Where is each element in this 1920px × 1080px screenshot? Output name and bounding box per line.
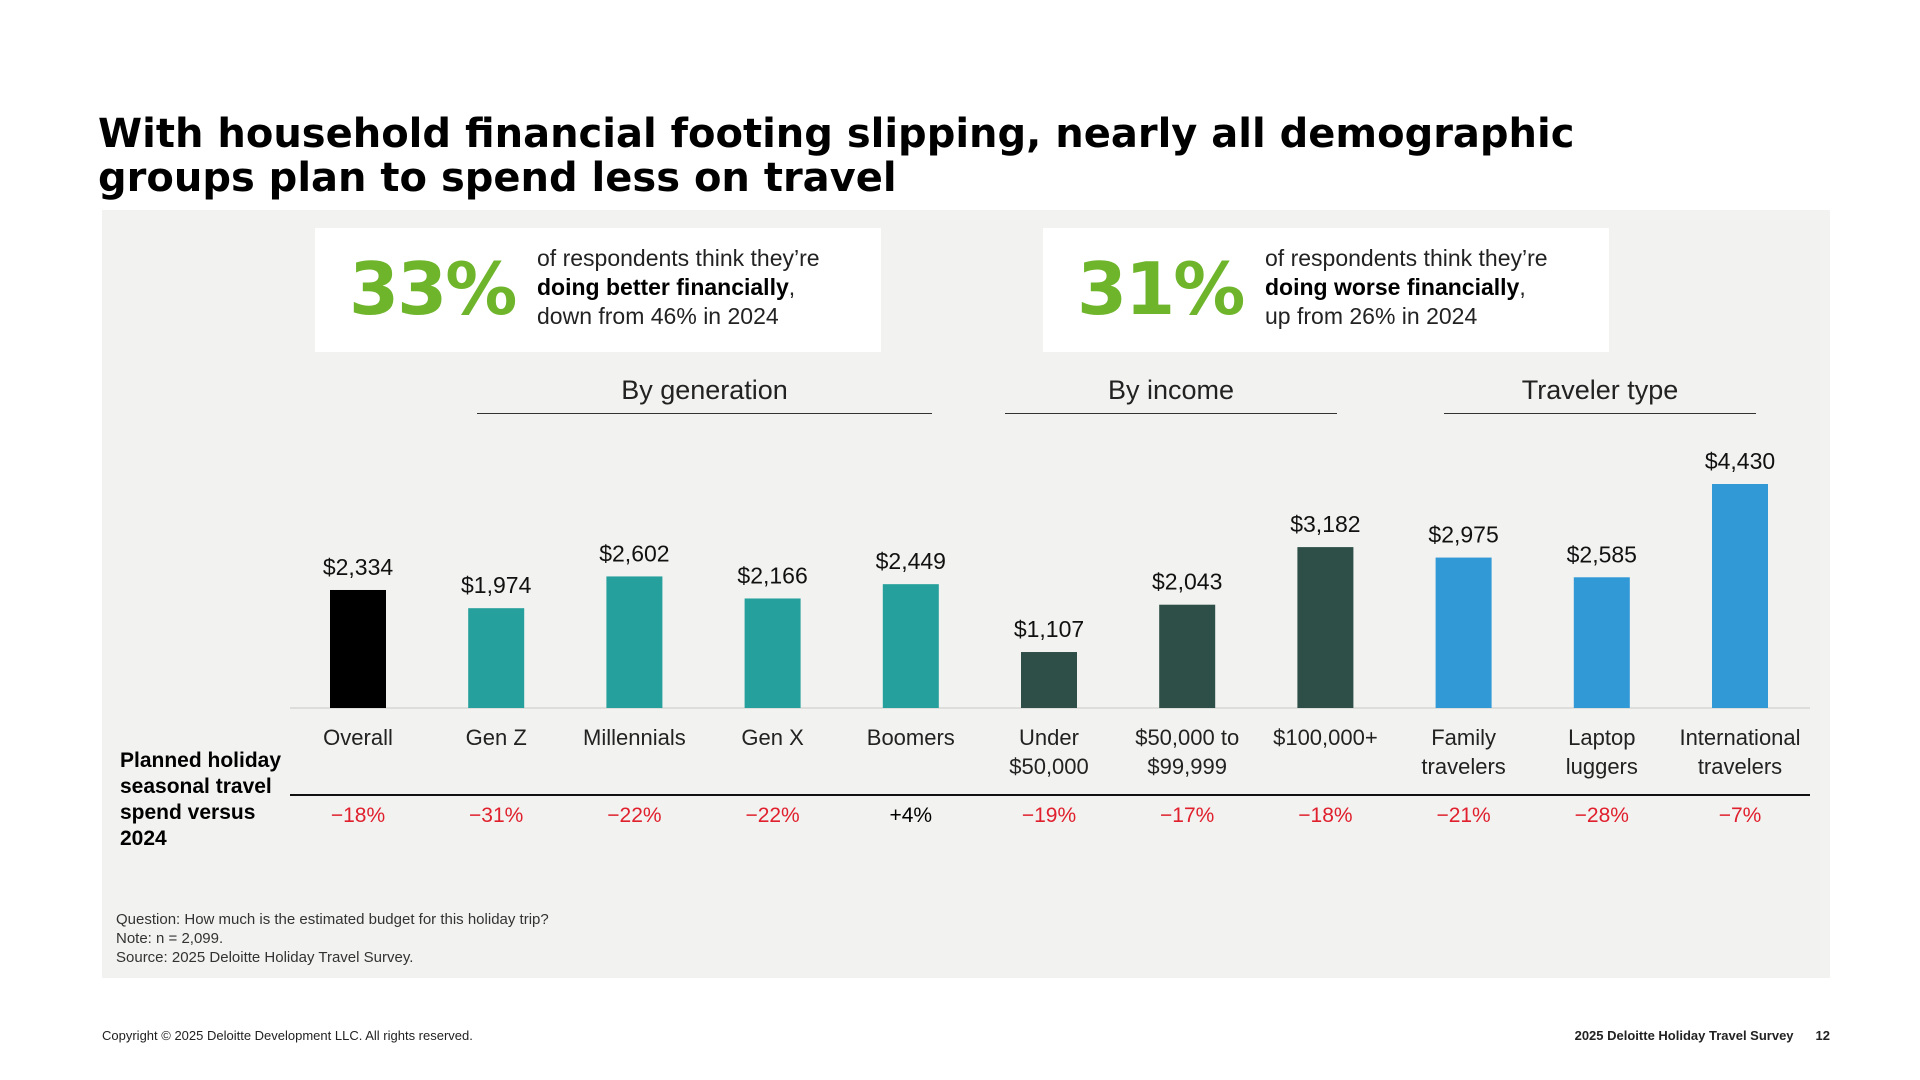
bar-value-label: $3,182: [1290, 511, 1360, 537]
x-tick-label: travelers: [1421, 754, 1505, 779]
bar-7: [1297, 547, 1354, 708]
bar-value-label: $2,602: [599, 540, 669, 566]
planned-spend-label: Planned holiday seasonal travel spend ve…: [120, 749, 282, 850]
bar-10: [1712, 484, 1768, 708]
stat-suffix: ,: [788, 274, 796, 300]
change-vs-2024-label: −21%: [1436, 804, 1490, 827]
bar-value-label: $2,975: [1428, 522, 1498, 548]
stat-box-better: 33% of respondents think they’re doing b…: [315, 228, 881, 352]
bar-9: [1573, 577, 1630, 708]
bar-3: [744, 598, 801, 708]
page-title: With household financial footing slippin…: [98, 111, 1575, 201]
group-label-income: By income: [1005, 373, 1337, 414]
stat-value-worse: 31%: [1077, 247, 1245, 331]
bar-0: [330, 589, 386, 708]
stat-bold: doing better financially: [537, 274, 789, 300]
group-label-generation: By generation: [477, 373, 932, 414]
change-vs-2024-label: −18%: [331, 804, 385, 827]
bar-value-label: $1,107: [1014, 616, 1084, 642]
x-tick-label: Gen Z: [466, 725, 527, 750]
change-vs-2024-label: −19%: [1022, 804, 1076, 827]
bar-value-label: $4,430: [1705, 448, 1775, 474]
change-vs-2024-label: −28%: [1575, 804, 1629, 827]
stat-line1: of respondents think they’re: [1265, 245, 1548, 271]
change-vs-2024-label: −22%: [607, 804, 661, 827]
footnote-note: Note: n = 2,099.: [116, 930, 224, 947]
x-tick-label: Millennials: [583, 725, 686, 750]
bar-6: [1159, 604, 1216, 708]
stat-line3: up from 26% in 2024: [1265, 303, 1478, 329]
stat-bold: doing worse financially: [1265, 274, 1520, 300]
bar-1: [468, 608, 525, 708]
x-tick-label: Family: [1431, 725, 1496, 750]
stat-line1: of respondents think they’re: [537, 245, 820, 271]
bar-4: [882, 584, 939, 708]
stat-desc-better: of respondents think they’re doing bette…: [537, 244, 867, 331]
stat-suffix: ,: [1519, 274, 1526, 300]
x-tick-label: Overall: [323, 725, 393, 750]
footer-survey: 2025 Deloitte Holiday Travel Survey: [1574, 1028, 1794, 1043]
bar-8: [1435, 557, 1492, 708]
x-tick-label: $99,999: [1147, 754, 1227, 779]
change-vs-2024-label: −17%: [1160, 804, 1214, 827]
x-tick-label: Boomers: [867, 725, 955, 750]
change-vs-2024-label: −7%: [1719, 804, 1762, 827]
bar-value-label: $2,585: [1567, 541, 1637, 567]
footnote-source: Source: 2025 Deloitte Holiday Travel Sur…: [116, 949, 414, 966]
footnotes: Question: How much is the estimated budg…: [116, 910, 1016, 967]
x-tick-label: $50,000: [1009, 754, 1089, 779]
footer-copyright: Copyright © 2025 Deloitte Development LL…: [102, 1028, 473, 1043]
bar-value-label: $2,043: [1152, 569, 1222, 595]
bar-value-label: $2,449: [876, 548, 946, 574]
change-vs-2024-label: −31%: [469, 804, 523, 827]
x-tick-label: luggers: [1566, 754, 1638, 779]
x-tick-label: travelers: [1698, 754, 1782, 779]
group-label-traveler: Traveler type: [1444, 373, 1756, 414]
stat-box-worse: 31% of respondents think they’re doing w…: [1043, 228, 1609, 352]
bar-2: [606, 576, 663, 708]
x-tick-label: Under: [1019, 725, 1079, 750]
x-tick-label: Gen X: [741, 725, 804, 750]
stat-line3: down from 46% in 2024: [537, 303, 779, 329]
bar-value-label: $2,166: [737, 562, 807, 588]
bar-value-label: $1,974: [461, 572, 532, 598]
x-tick-label: International: [1679, 725, 1800, 750]
x-tick-label: $100,000+: [1273, 725, 1378, 750]
footer-info: 2025 Deloitte Holiday Travel Survey 12: [1575, 1028, 1830, 1043]
change-vs-2024-label: −18%: [1298, 804, 1352, 827]
change-vs-2024-label: −22%: [745, 804, 799, 827]
change-vs-2024-label: +4%: [889, 804, 932, 827]
footnote-question: Question: How much is the estimated budg…: [116, 911, 549, 928]
stat-value-better: 33%: [349, 247, 517, 331]
bar-5: [1021, 652, 1077, 708]
stat-desc-worse: of respondents think they’re doing worse…: [1265, 244, 1595, 331]
x-tick-label: Laptop: [1568, 725, 1635, 750]
x-tick-label: $50,000 to: [1135, 725, 1239, 750]
bar-value-label: $2,334: [323, 554, 394, 580]
page-number: 12: [1815, 1028, 1830, 1043]
